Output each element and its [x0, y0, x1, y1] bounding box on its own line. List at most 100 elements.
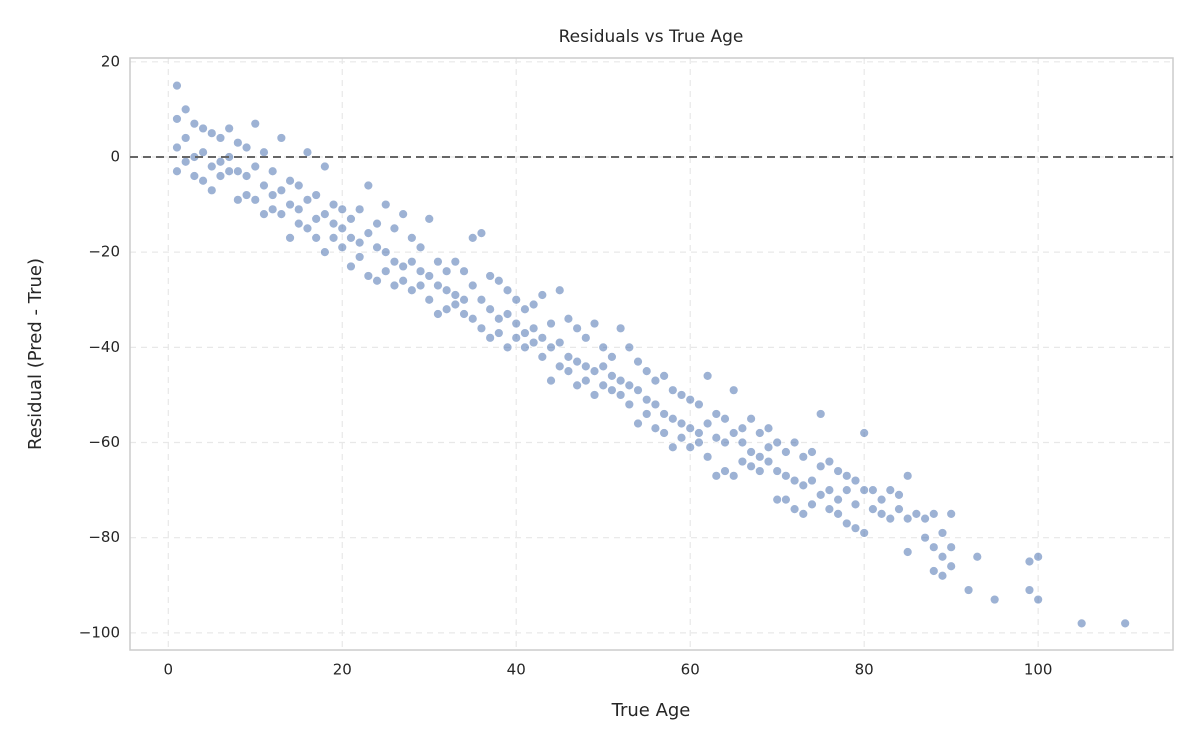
point [380, 247, 391, 258]
point [485, 332, 496, 343]
point [328, 232, 339, 243]
point [493, 313, 504, 324]
point [746, 461, 757, 472]
point [772, 466, 783, 476]
point [459, 294, 469, 305]
point [754, 428, 765, 438]
point [763, 423, 774, 434]
point [363, 228, 374, 239]
point [833, 494, 843, 505]
point [1076, 618, 1087, 629]
point [554, 361, 565, 372]
point [650, 375, 661, 386]
point [946, 508, 957, 519]
point [580, 375, 591, 386]
point [528, 299, 539, 310]
grid [130, 58, 1173, 650]
point [841, 470, 852, 481]
x-tick-label: 60 [681, 661, 700, 679]
point [772, 494, 783, 505]
point [398, 209, 409, 219]
point [841, 485, 852, 496]
point [728, 428, 739, 438]
point [641, 394, 652, 405]
point [476, 323, 487, 334]
point [398, 261, 409, 272]
point [172, 114, 182, 124]
point [737, 437, 748, 448]
point [346, 261, 356, 272]
point [607, 351, 617, 362]
point [746, 413, 757, 424]
point [798, 480, 809, 491]
point [311, 213, 322, 224]
point [441, 285, 452, 296]
point [502, 342, 513, 353]
point [702, 451, 713, 462]
point [337, 223, 348, 234]
point [354, 204, 365, 215]
point [798, 508, 809, 519]
point [380, 266, 391, 277]
point [659, 428, 670, 438]
point [694, 437, 704, 448]
y-tick-label: −40 [88, 338, 120, 356]
point [285, 175, 295, 186]
point [502, 309, 513, 319]
point [598, 380, 609, 391]
point [172, 166, 182, 177]
point [928, 508, 939, 519]
point [737, 423, 748, 434]
point [554, 337, 565, 348]
point [537, 351, 548, 362]
point [354, 252, 365, 262]
y-tick-label: −80 [88, 528, 120, 546]
point [685, 442, 696, 453]
point [389, 256, 400, 267]
point [363, 180, 374, 191]
point [554, 285, 565, 296]
point [754, 451, 765, 462]
point [789, 475, 800, 486]
point [485, 271, 496, 281]
point [841, 518, 852, 529]
point [824, 504, 835, 515]
point [659, 370, 670, 381]
y-tick-label: −100 [79, 623, 120, 641]
point [641, 366, 652, 377]
point [502, 285, 513, 296]
point [607, 370, 617, 381]
point [467, 313, 478, 324]
point [337, 204, 348, 215]
point [885, 485, 896, 496]
point [232, 194, 243, 205]
point [589, 318, 600, 329]
point [450, 299, 461, 310]
point [720, 466, 730, 476]
point [250, 161, 261, 172]
point [206, 185, 217, 196]
point [450, 256, 461, 267]
point [928, 566, 939, 576]
point [328, 199, 339, 210]
point [780, 447, 791, 457]
point [728, 470, 739, 481]
chart-title: Residuals vs True Age [559, 27, 744, 47]
point [493, 275, 504, 286]
point [720, 413, 730, 424]
point [667, 413, 678, 424]
point [902, 470, 913, 481]
point [259, 180, 269, 191]
point [911, 508, 922, 519]
point [215, 133, 226, 143]
point [824, 485, 835, 496]
points [172, 80, 1131, 629]
point [215, 171, 226, 181]
point [833, 508, 843, 519]
point [276, 185, 287, 196]
point [667, 442, 678, 453]
point [302, 147, 313, 158]
point [902, 547, 913, 557]
x-tick-label: 80 [855, 661, 874, 679]
